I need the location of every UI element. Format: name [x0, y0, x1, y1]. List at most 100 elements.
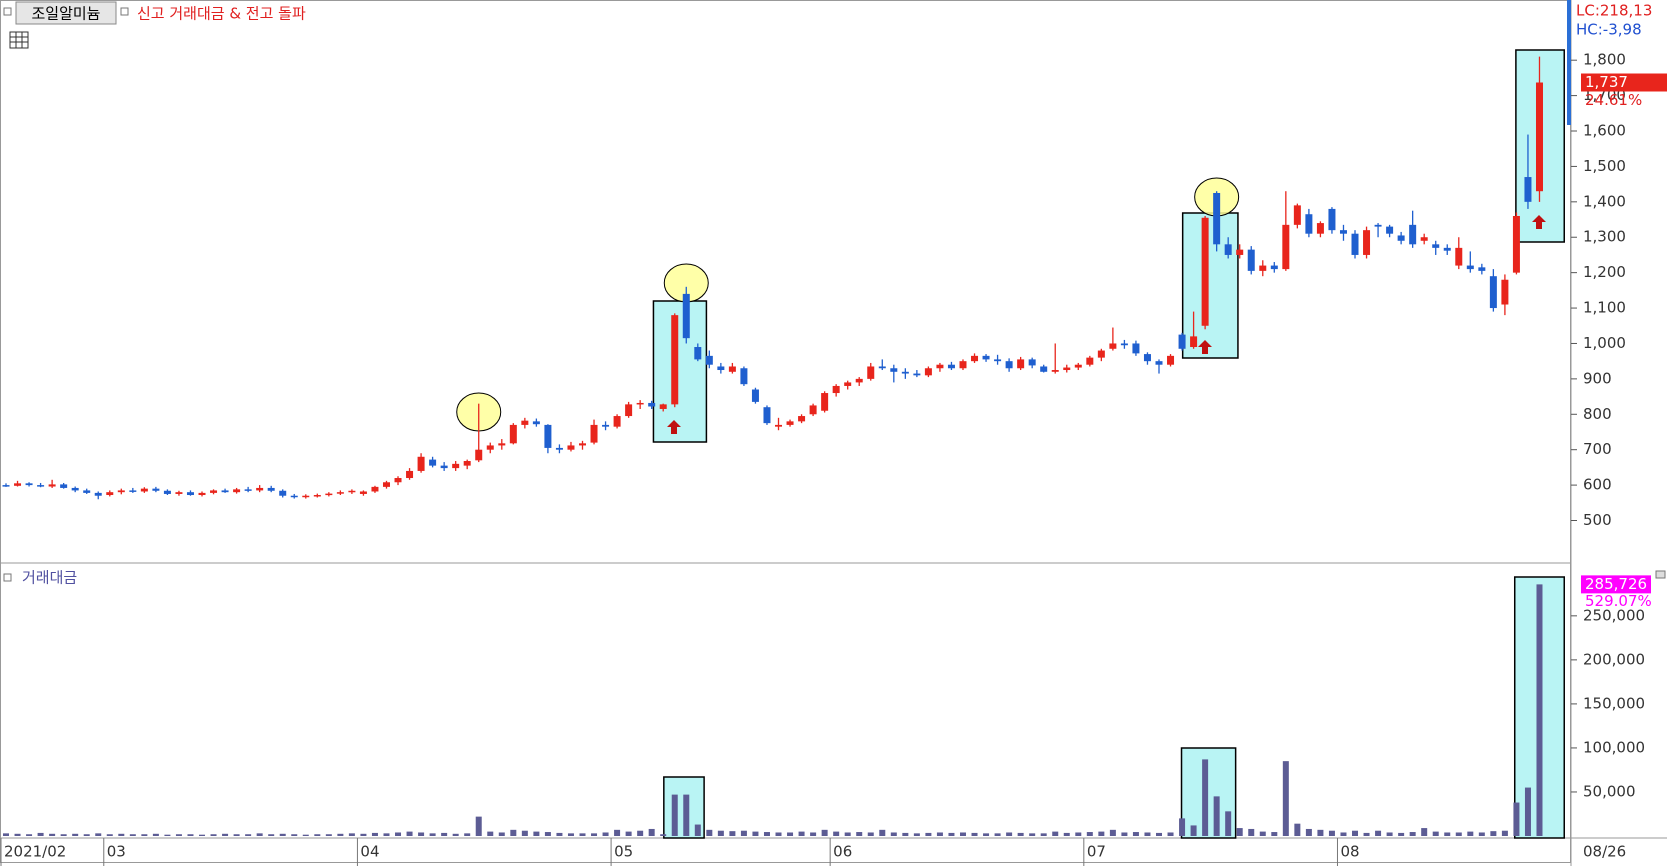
x-tick-label: 04 [360, 843, 379, 861]
candle-body [878, 366, 886, 369]
x-tick-label: 06 [833, 843, 852, 861]
volume-bar [302, 834, 309, 836]
volume-bar [1109, 829, 1116, 836]
candle-body [532, 421, 540, 425]
candle-body [302, 495, 310, 498]
volume-bar [556, 832, 563, 836]
volume-bar [383, 833, 390, 836]
candle-body [1051, 370, 1059, 372]
candle-body [163, 490, 171, 494]
volume-bar [395, 832, 402, 836]
candle-body [1224, 244, 1232, 255]
volume-bar [1121, 832, 1128, 836]
volume-bar [1144, 832, 1151, 836]
candle-body [625, 404, 633, 417]
candle-body [1201, 217, 1209, 326]
y-tick-label: 900 [1583, 369, 1612, 387]
candle-body [659, 404, 667, 409]
volume-bar [821, 829, 828, 836]
x-tick-label: 05 [614, 843, 633, 861]
candle-body [233, 489, 241, 493]
volume-bar [418, 832, 425, 836]
volume-bar [1501, 830, 1508, 836]
volume-bar [1328, 830, 1335, 836]
candle-body [1086, 357, 1094, 365]
y-tick-label: 1,400 [1583, 192, 1626, 210]
stock-name: 조일알미늄 [31, 5, 100, 23]
candle-body [1501, 279, 1509, 305]
candle-body [924, 368, 932, 376]
candle-body [867, 366, 875, 379]
candle-body [544, 424, 552, 448]
volume-bar [95, 833, 102, 836]
candle-body [786, 421, 794, 425]
volume-bar [775, 832, 782, 836]
volume-bar [1467, 831, 1474, 836]
candle-body [1316, 223, 1324, 234]
volume-bar [1305, 828, 1312, 836]
v-tick-label: 50,000 [1583, 782, 1636, 800]
candle-body [221, 490, 229, 493]
volume-bar [879, 829, 886, 836]
y-tick-label: 1,000 [1583, 334, 1626, 352]
candle-body [521, 420, 529, 425]
candle-body [1535, 82, 1543, 192]
volume-bar [475, 816, 482, 836]
candle-body [740, 368, 748, 385]
candle-body [959, 361, 967, 369]
y-tick-label: 1,100 [1583, 299, 1626, 317]
candle-body [48, 484, 56, 487]
volume-bar [1052, 831, 1059, 836]
candle-body [348, 490, 356, 493]
candle-body [671, 315, 679, 405]
grid-icon[interactable] [9, 31, 29, 49]
v-tick-label: 150,000 [1583, 694, 1645, 712]
candle-body [994, 359, 1002, 362]
volume-bar [429, 833, 436, 836]
candle-body [947, 364, 955, 369]
candle-body [83, 490, 91, 493]
candle-body [37, 485, 45, 487]
volume-bar [210, 834, 217, 836]
candle-body [94, 492, 102, 496]
volume-bar [683, 794, 690, 836]
candle-body [567, 445, 575, 450]
candle-body [717, 366, 725, 371]
volume-bar [1421, 828, 1428, 836]
stock-button[interactable] [15, 1, 117, 25]
candle-body [1466, 265, 1474, 270]
candle-body [1155, 361, 1163, 365]
price-tag-label: 1,737 [1585, 73, 1628, 91]
y-tick-label: 500 [1583, 511, 1612, 529]
volume-bar [325, 834, 332, 836]
volume-bar [637, 830, 644, 836]
y-tick-label: 800 [1583, 405, 1612, 423]
candle-body [1017, 359, 1025, 369]
volume-bar [337, 833, 344, 836]
volume-bar [810, 832, 817, 836]
volume-bar [1478, 832, 1485, 836]
candle-body [705, 355, 713, 365]
candle-body [382, 482, 390, 487]
volume-bar [1190, 825, 1197, 836]
candle-body [1178, 334, 1186, 349]
volume-bar [1179, 818, 1186, 836]
candle-body [256, 487, 264, 491]
volume-bar [959, 832, 966, 836]
volume-bar [925, 832, 932, 836]
volume-bar [1236, 828, 1243, 836]
volume-bar [164, 834, 171, 836]
candle-body [1478, 267, 1486, 271]
x-tick-label: 07 [1087, 843, 1106, 861]
y-tick-label: 700 [1583, 440, 1612, 458]
volume-bar [1386, 832, 1393, 836]
volume-bar [510, 829, 517, 836]
candle-body [452, 463, 460, 469]
candle-body [1247, 249, 1255, 271]
volume-bar [291, 834, 298, 836]
volume-bar [717, 830, 724, 836]
candle-body [152, 488, 160, 491]
volume-bar [533, 831, 540, 836]
volume-bar [844, 832, 851, 836]
volume-bar [1352, 830, 1359, 836]
